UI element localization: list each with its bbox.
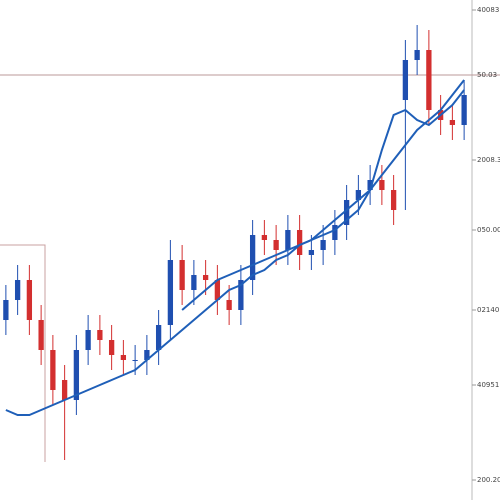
candle-body bbox=[226, 300, 232, 310]
candle-body bbox=[261, 235, 268, 240]
candle-body bbox=[191, 275, 197, 290]
candle-body bbox=[3, 300, 9, 320]
candle-body bbox=[343, 200, 350, 225]
candle-body bbox=[132, 360, 138, 361]
range-box bbox=[0, 244, 46, 462]
candle-body bbox=[426, 50, 432, 110]
candle-body bbox=[214, 280, 221, 300]
candle-body bbox=[108, 340, 115, 355]
candle-body bbox=[26, 280, 33, 320]
candle-body bbox=[97, 330, 103, 340]
candle-body bbox=[155, 325, 162, 350]
y-tick-label: 40951 bbox=[477, 381, 499, 389]
candle-body bbox=[73, 350, 80, 400]
candle-body bbox=[367, 180, 373, 190]
y-tick-label: 050.00 bbox=[477, 226, 500, 234]
candle-body bbox=[61, 380, 68, 400]
candle-body bbox=[414, 50, 420, 60]
candle-body bbox=[296, 230, 303, 255]
candle-body bbox=[320, 240, 326, 250]
moving-average-line bbox=[5, 79, 465, 416]
candle-body bbox=[379, 180, 385, 190]
candle-body bbox=[85, 330, 91, 350]
candle-body bbox=[50, 350, 56, 390]
candle-body bbox=[167, 260, 174, 325]
candle-body bbox=[14, 280, 21, 300]
candle-body bbox=[38, 320, 44, 350]
y-tick-label: 02140 bbox=[477, 306, 499, 314]
candle-body bbox=[202, 275, 209, 280]
candle-body bbox=[120, 355, 127, 360]
crosshair-label: 50.03 bbox=[477, 71, 497, 79]
candle-body bbox=[238, 280, 244, 310]
candle-body bbox=[249, 235, 256, 280]
candle-body bbox=[355, 190, 362, 200]
y-tick-label: 200.20 bbox=[477, 476, 500, 484]
candle-body bbox=[449, 120, 456, 125]
y-tick-label: 2008.3 bbox=[477, 156, 500, 164]
candle-body bbox=[144, 350, 150, 360]
candle-body bbox=[179, 260, 185, 290]
candle-body bbox=[285, 230, 291, 250]
candle-body bbox=[308, 250, 315, 255]
candle-body bbox=[273, 240, 279, 250]
candle-body bbox=[402, 60, 409, 100]
candle-body bbox=[461, 95, 467, 125]
y-tick-label: 40083 bbox=[477, 6, 499, 14]
moving-average-line bbox=[181, 89, 465, 311]
candle-body bbox=[332, 225, 338, 240]
candle-body bbox=[390, 190, 397, 210]
